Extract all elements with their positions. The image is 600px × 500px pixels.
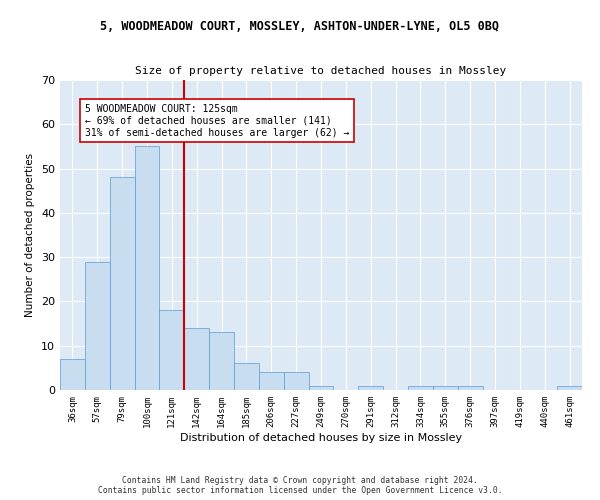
X-axis label: Distribution of detached houses by size in Mossley: Distribution of detached houses by size … — [180, 432, 462, 442]
Text: 5 WOODMEADOW COURT: 125sqm
← 69% of detached houses are smaller (141)
31% of sem: 5 WOODMEADOW COURT: 125sqm ← 69% of deta… — [85, 104, 349, 138]
Bar — [433, 386, 458, 390]
Bar — [284, 372, 308, 390]
Bar — [184, 328, 209, 390]
Bar — [358, 386, 383, 390]
Bar — [110, 178, 134, 390]
Text: 5, WOODMEADOW COURT, MOSSLEY, ASHTON-UNDER-LYNE, OL5 0BQ: 5, WOODMEADOW COURT, MOSSLEY, ASHTON-UND… — [101, 20, 499, 33]
Text: Contains HM Land Registry data © Crown copyright and database right 2024.
Contai: Contains HM Land Registry data © Crown c… — [98, 476, 502, 495]
Bar — [134, 146, 160, 390]
Y-axis label: Number of detached properties: Number of detached properties — [25, 153, 35, 317]
Bar — [85, 262, 110, 390]
Bar — [458, 386, 482, 390]
Bar — [209, 332, 234, 390]
Bar — [60, 359, 85, 390]
Bar — [234, 364, 259, 390]
Title: Size of property relative to detached houses in Mossley: Size of property relative to detached ho… — [136, 66, 506, 76]
Bar — [259, 372, 284, 390]
Bar — [557, 386, 582, 390]
Bar — [160, 310, 184, 390]
Bar — [408, 386, 433, 390]
Bar — [308, 386, 334, 390]
